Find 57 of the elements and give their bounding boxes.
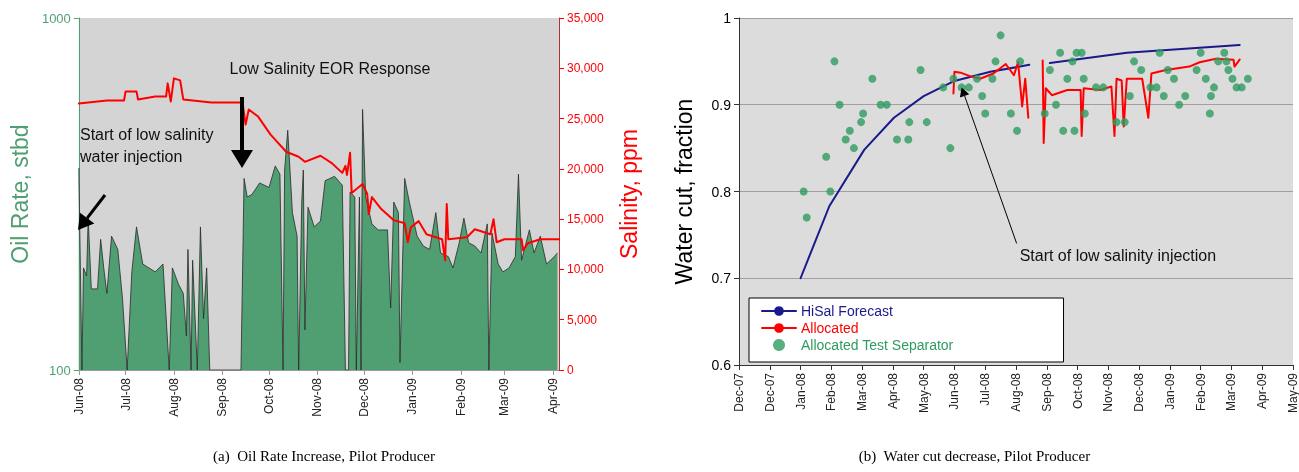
x-tick-label: Mar-08 bbox=[855, 372, 870, 412]
y-tick-label: 100 bbox=[49, 362, 71, 378]
x-tick-label: Dec-08 bbox=[357, 377, 372, 417]
x-tick-label: Mar-09 bbox=[1224, 372, 1239, 412]
y2-tick-label: 25,000 bbox=[567, 111, 605, 126]
y2-tick-label: 0 bbox=[567, 363, 574, 377]
x-tick-label: Sep-08 bbox=[1039, 372, 1054, 412]
y2-tick-label: 5,000 bbox=[567, 312, 598, 327]
annotation: Low Salinity EOR Response bbox=[229, 59, 431, 77]
text: (a) Oil Rate Increase, Pilot Producer bbox=[212, 447, 436, 465]
y-tick-label: 0.9 bbox=[711, 96, 732, 113]
x-tick-label: May-08 bbox=[916, 372, 931, 414]
y-axis-title: Oil Rate, stbd bbox=[6, 124, 33, 264]
x-tick-label: Apr-08 bbox=[885, 372, 900, 410]
x-tick-label: Jun-08 bbox=[71, 377, 86, 415]
x-tick-label: Feb-09 bbox=[1193, 372, 1208, 412]
legend-label: Allocated Test Separator bbox=[801, 337, 954, 353]
x-tick-label: Feb-08 bbox=[824, 372, 839, 412]
x-tick-label: Oct-08 bbox=[1070, 372, 1085, 410]
text: (b) Water cut decrease, Pilot Producer bbox=[858, 447, 1091, 465]
y-tick-label: 1000 bbox=[41, 10, 71, 26]
y-tick-label: 0.8 bbox=[711, 183, 732, 200]
x-tick-label: Feb-09 bbox=[453, 377, 468, 417]
annotation: Start of low salinity injection bbox=[1019, 246, 1217, 264]
y2-tick-label: 30,000 bbox=[567, 61, 605, 76]
y2-tick-label: 35,000 bbox=[567, 11, 605, 25]
annotation: Start of low salinity water injection bbox=[79, 125, 218, 165]
x-tick-label: Sep-08 bbox=[215, 377, 230, 417]
x-tick-label: Nov-08 bbox=[1101, 372, 1116, 412]
x-tick-label: Mar-09 bbox=[497, 377, 512, 417]
x-tick-label: Dec-08 bbox=[1132, 372, 1147, 412]
y-tick-label: 0.6 bbox=[711, 357, 732, 373]
y2-axis-title: Salinity, ppm bbox=[615, 129, 642, 259]
y-tick-label: 1 bbox=[723, 10, 732, 26]
legend-label: Allocated bbox=[801, 320, 859, 336]
x-tick-label: Jul-08 bbox=[118, 377, 133, 411]
x-tick-label: Jan-09 bbox=[1162, 372, 1177, 410]
y2-tick-label: 10,000 bbox=[567, 262, 605, 277]
x-tick-label: Dec-07 bbox=[762, 372, 777, 412]
x-tick-label: Jun-08 bbox=[947, 372, 962, 410]
y2-tick-label: 15,000 bbox=[567, 212, 605, 227]
x-tick-label: Jan-08 bbox=[793, 372, 808, 410]
x-tick-label: Apr-09 bbox=[1255, 372, 1270, 410]
y-axis-title: Water cut, fraction bbox=[670, 98, 697, 285]
x-tick-label: May-09 bbox=[1286, 372, 1299, 414]
x-tick-label: Aug-08 bbox=[166, 377, 181, 417]
x-tick-label: Apr-09 bbox=[545, 377, 560, 415]
x-tick-label: Jul-08 bbox=[978, 372, 993, 406]
x-tick-label: Dec-07 bbox=[732, 372, 746, 412]
y2-tick-label: 20,000 bbox=[567, 161, 605, 176]
y-tick-label: 0.7 bbox=[711, 270, 732, 287]
x-tick-label: Jan-09 bbox=[405, 377, 420, 415]
x-tick-label: Aug-08 bbox=[1009, 372, 1023, 412]
legend-label: HiSal Forecast bbox=[801, 303, 893, 319]
x-tick-label: Oct-08 bbox=[262, 377, 277, 415]
line-series bbox=[77, 77, 560, 262]
x-tick-label: Nov-08 bbox=[310, 377, 325, 417]
